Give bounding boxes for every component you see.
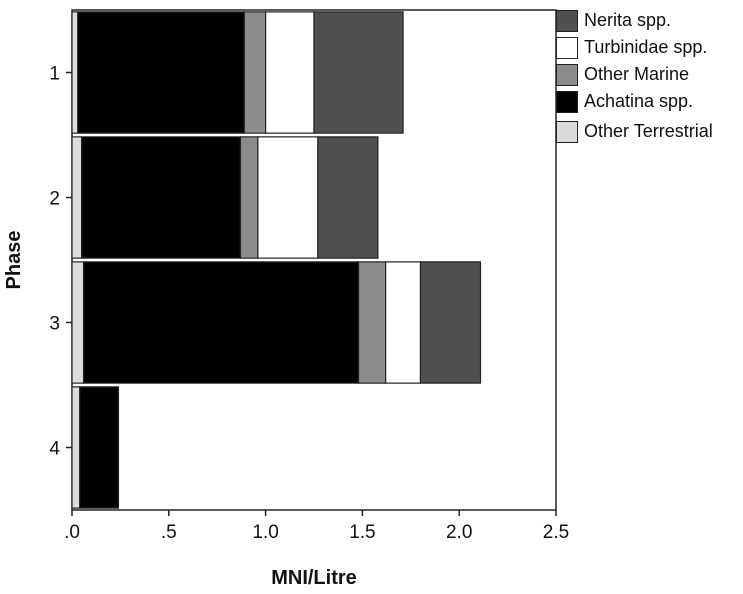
legend-item: Other Terrestrial [556,121,734,143]
legend-item: Achatina spp. [556,91,734,113]
x-tick-label: 2.0 [446,522,472,543]
legend-swatch [556,91,578,113]
x-tick-label: 2.5 [543,522,569,543]
legend-swatch [556,64,578,86]
bar-phase-3-series-4 [419,261,482,384]
bar-phase-2-series-0 [71,136,83,259]
legend-label: Nerita spp. [584,10,672,30]
bar-phase-1-series-4 [313,11,404,134]
y-tick-label: 4 [49,439,60,460]
bar-phase-3-series-2 [357,261,387,384]
bar-phase-2-series-1 [81,136,242,259]
bars-group [71,11,482,509]
bar-phase-1-series-1 [77,11,245,134]
bar-phase-4-series-0 [71,386,81,509]
legend-swatch [556,121,578,143]
x-tick-label: 1.5 [349,522,375,543]
legend-item: Turbinidae spp. [556,37,734,59]
bar-phase-4-series-1 [79,386,120,509]
bar-phase-3-series-0 [71,261,85,384]
legend-label: Achatina spp. [584,91,694,111]
legend-label: Other Marine [584,64,690,84]
bar-phase-2-series-2 [239,136,259,259]
y-axis: 1 2 3 4 [49,64,72,460]
bar-phase-2-series-3 [257,136,319,259]
x-axis: .0 .5 1.0 1.5 2.0 2.5 [64,510,569,543]
bar-phase-1-series-2 [243,11,267,134]
bar-phase-1-series-0 [71,11,79,134]
legend-item: Other Marine [556,64,734,86]
y-axis-title: Phase [3,231,25,290]
bar-phase-2-series-4 [317,136,379,259]
bar-phase-1-series-3 [265,11,315,134]
bar-phase-3-series-1 [83,261,360,384]
x-tick-label: .0 [64,522,80,543]
legend-swatch [556,10,578,32]
x-axis-title: MNI/Litre [271,567,357,589]
y-tick-label: 1 [49,64,60,85]
bar-phase-3-series-3 [385,261,422,384]
y-tick-label: 2 [49,189,60,210]
legend-label: Other Terrestrial [584,121,713,141]
legend-swatch [556,37,578,59]
x-tick-label: .5 [161,522,177,543]
y-tick-label: 3 [49,314,60,335]
legend-item: Nerita spp. [556,10,734,32]
legend-label: Turbinidae spp. [584,37,708,57]
x-tick-label: 1.0 [252,522,278,543]
